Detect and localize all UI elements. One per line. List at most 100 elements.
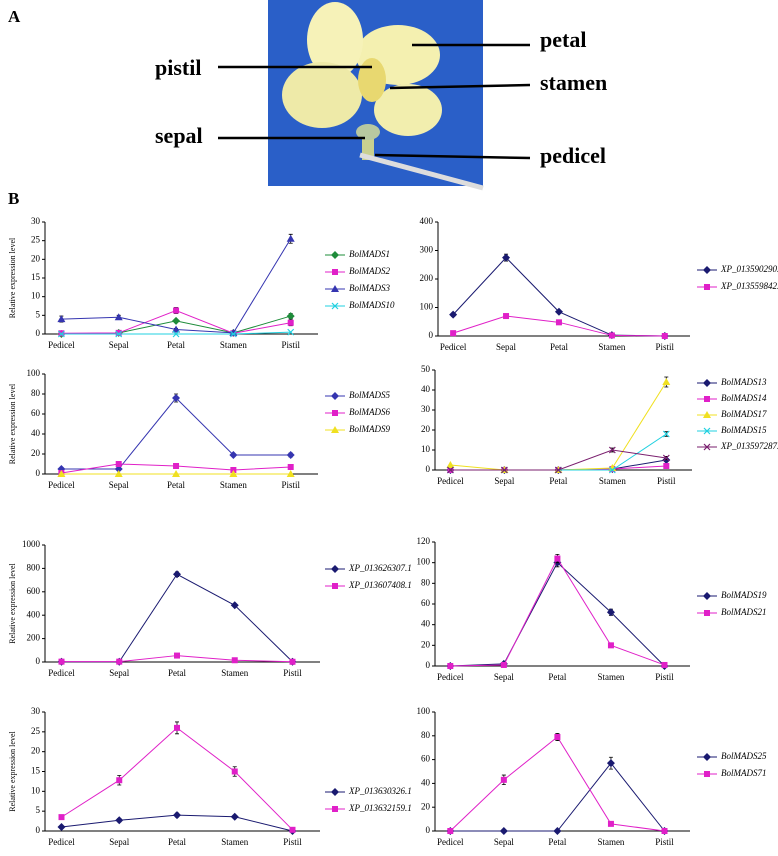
y-tick-label: 20 bbox=[421, 801, 431, 811]
marker bbox=[607, 820, 614, 827]
legend-label: BolMADS10 bbox=[349, 300, 395, 310]
x-tick-label: Pedicel bbox=[48, 480, 75, 490]
y-tick-label: 100 bbox=[417, 557, 431, 567]
legend-label: BolMADS3 bbox=[349, 283, 390, 293]
marker bbox=[608, 332, 615, 339]
marker bbox=[332, 269, 338, 275]
marker bbox=[173, 570, 181, 579]
y-tick-label: 10 bbox=[31, 785, 41, 795]
marker bbox=[500, 466, 508, 474]
marker bbox=[704, 771, 710, 777]
marker bbox=[704, 396, 710, 402]
marker bbox=[447, 663, 454, 669]
y-tick-label: 10 bbox=[421, 444, 431, 454]
x-tick-label: Pedicel bbox=[437, 837, 464, 847]
marker bbox=[554, 466, 562, 474]
legend-label: BolMADS25 bbox=[721, 751, 767, 761]
y-tick-label: 0 bbox=[36, 825, 41, 835]
marker bbox=[554, 307, 563, 316]
legend-label: XP_013590290.1 bbox=[720, 264, 778, 274]
x-tick-label: Sepal bbox=[109, 837, 129, 847]
marker bbox=[114, 313, 123, 321]
marker bbox=[331, 285, 339, 292]
legend-label: XP_013630326.1 bbox=[348, 786, 412, 796]
legend-label: BolMADS15 bbox=[721, 425, 767, 435]
marker bbox=[555, 319, 562, 326]
x-tick-label: Pedicel bbox=[440, 342, 467, 352]
marker bbox=[502, 253, 511, 262]
marker bbox=[172, 394, 181, 402]
legend-label: BolMADS9 bbox=[349, 424, 390, 434]
chart: 0 5 10 15 20 25 30 Pedicel Sepal Petal Stamen Pisti… bbox=[8, 706, 412, 847]
marker bbox=[703, 753, 711, 761]
y-tick-label: 400 bbox=[420, 216, 434, 226]
marker bbox=[286, 312, 295, 321]
marker bbox=[172, 316, 181, 325]
marker bbox=[608, 446, 616, 454]
x-tick-label: Petal bbox=[168, 668, 186, 678]
legend-label: BolMADS6 bbox=[349, 407, 390, 417]
x-tick-label: Stamen bbox=[220, 340, 247, 350]
y-axis-label: Relative expression level bbox=[8, 563, 17, 644]
marker bbox=[116, 658, 123, 665]
marker bbox=[331, 565, 339, 573]
marker bbox=[553, 827, 562, 835]
x-tick-label: Petal bbox=[549, 476, 567, 486]
marker bbox=[174, 652, 180, 659]
marker bbox=[703, 266, 711, 274]
x-tick-label: Stamen bbox=[598, 342, 625, 352]
marker bbox=[661, 333, 668, 339]
legend-label: BolMADS19 bbox=[721, 590, 767, 600]
legend-label: BolMADS2 bbox=[349, 266, 390, 276]
marker bbox=[446, 461, 455, 468]
marker bbox=[173, 463, 180, 469]
legend-label: BolMADS13 bbox=[721, 377, 767, 387]
y-tick-label: 20 bbox=[31, 253, 41, 263]
marker bbox=[231, 768, 238, 775]
x-tick-label: Pedicel bbox=[48, 340, 75, 350]
marker bbox=[115, 329, 122, 336]
marker bbox=[115, 330, 123, 338]
photo-label: sepal bbox=[155, 123, 203, 148]
legend-label: XP_013597287.1 bbox=[720, 441, 778, 451]
legend-label: XP_013607408.1 bbox=[348, 580, 412, 590]
y-tick-label: 20 bbox=[421, 424, 431, 434]
y-tick-label: 0 bbox=[426, 464, 431, 474]
x-tick-label: Stamen bbox=[220, 480, 247, 490]
series-line bbox=[449, 736, 665, 832]
series-line bbox=[450, 557, 665, 667]
x-tick-label: Sepal bbox=[496, 342, 516, 352]
y-tick-label: 100 bbox=[27, 368, 41, 378]
series-line bbox=[450, 762, 665, 832]
y-tick-label: 5 bbox=[36, 805, 41, 815]
marker bbox=[287, 464, 294, 470]
marker bbox=[662, 430, 670, 438]
x-tick-label: Pistil bbox=[281, 480, 300, 490]
x-tick-label: Pistil bbox=[283, 668, 302, 678]
marker bbox=[289, 658, 296, 665]
marker bbox=[231, 657, 238, 664]
legend-label: BolMADS71 bbox=[721, 768, 767, 778]
y-tick-label: 0 bbox=[429, 330, 434, 340]
marker bbox=[172, 330, 180, 338]
y-tick-label: 40 bbox=[31, 428, 41, 438]
x-tick-label: Pedicel bbox=[48, 668, 75, 678]
marker bbox=[606, 759, 615, 768]
y-tick-label: 50 bbox=[421, 364, 431, 374]
y-tick-label: 0 bbox=[36, 656, 41, 666]
y-tick-label: 25 bbox=[31, 235, 41, 245]
marker bbox=[703, 592, 711, 600]
marker bbox=[116, 777, 123, 784]
x-tick-label: Sepal bbox=[109, 668, 129, 678]
x-tick-label: Pistil bbox=[656, 342, 675, 352]
series-line bbox=[61, 397, 291, 470]
y-tick-label: 20 bbox=[421, 639, 431, 649]
series-line bbox=[450, 561, 665, 667]
flower-photo bbox=[268, 0, 484, 191]
x-tick-label: Pistil bbox=[283, 837, 302, 847]
series-line bbox=[450, 381, 667, 471]
marker bbox=[286, 451, 295, 459]
x-tick-label: Sepal bbox=[109, 340, 129, 350]
y-tick-label: 60 bbox=[421, 598, 431, 608]
y-axis-label: Relative expression level bbox=[8, 383, 17, 464]
